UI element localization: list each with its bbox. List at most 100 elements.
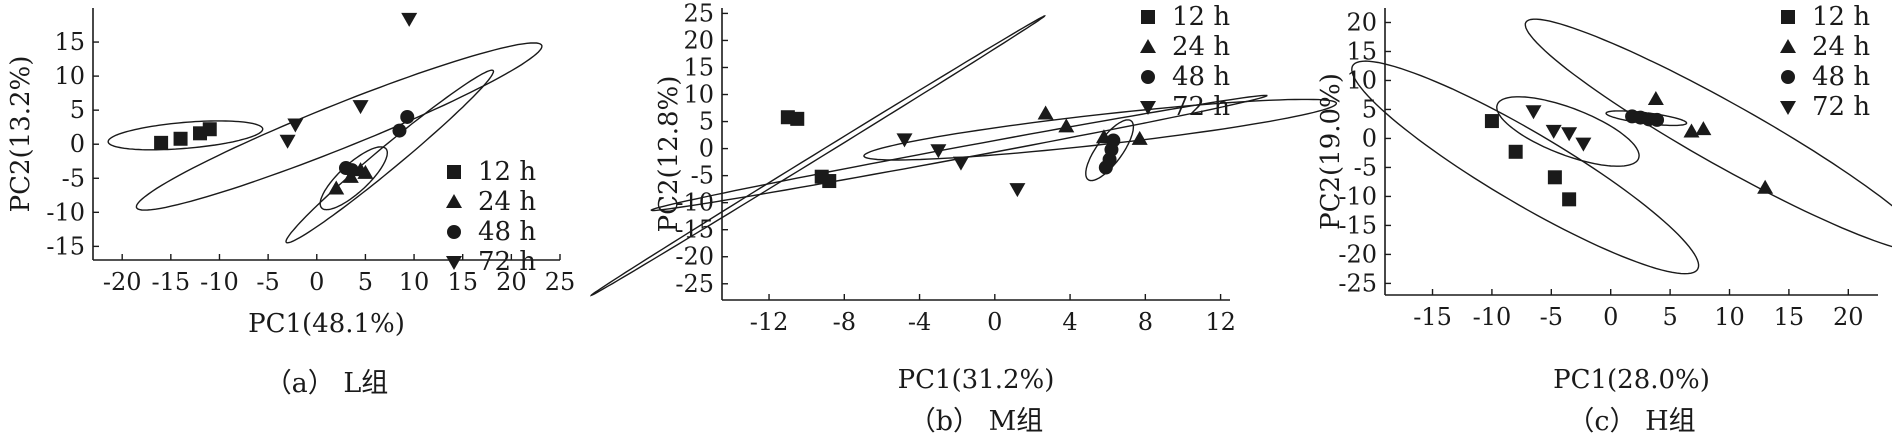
y-tick-label-5: 5 xyxy=(1362,95,1377,123)
x-tick-label-neg5: -5 xyxy=(256,268,279,296)
x-tick-label-neg20: -20 xyxy=(103,268,142,296)
point-48h-4 xyxy=(400,109,415,124)
point-72h-1 xyxy=(896,133,913,148)
point-12h-3 xyxy=(1547,170,1562,185)
x-tick-label-0: 0 xyxy=(1603,303,1618,331)
point-24h-1 xyxy=(1647,91,1664,106)
point-48h-3 xyxy=(392,123,407,138)
panel-m-group: -12 -8 -4 0 4 8 12-25-20-15-10-50510152025PC1(… xyxy=(589,0,1338,434)
point-72h-1 xyxy=(279,134,296,149)
x-tick-label-20: 20 xyxy=(496,268,527,296)
point-12h-2 xyxy=(173,131,188,146)
x-tick-label-neg10: -10 xyxy=(200,268,239,296)
y-tick-label-15: 15 xyxy=(683,53,714,81)
x-axis-label: PC1(31.2%) xyxy=(898,365,1055,395)
y-tick-label-5: 5 xyxy=(70,96,85,124)
legend-marker-24h xyxy=(1780,39,1796,53)
confidence-ellipse-1 xyxy=(1351,60,1700,275)
panel-caption: （c） H组 xyxy=(1567,406,1695,434)
point-48h-4 xyxy=(1106,133,1121,148)
x-tick-label-5: 5 xyxy=(1662,303,1677,331)
point-72h-4 xyxy=(1009,183,1026,198)
x-tick-label-25: 25 xyxy=(545,268,576,296)
y-tick-label-neg20: -20 xyxy=(1338,240,1377,268)
point-24h-2 xyxy=(1058,118,1075,133)
legend-label-12h: 12 h xyxy=(1172,2,1230,32)
y-tick-label-20: 20 xyxy=(683,26,714,54)
point-72h-4 xyxy=(1575,137,1592,152)
legend-label-72h: 72 h xyxy=(478,247,536,277)
point-12h-4 xyxy=(822,174,837,189)
y-tick-label-neg5: -5 xyxy=(1354,153,1377,181)
legend-label-48h: 48 h xyxy=(1172,62,1230,92)
legend-marker-12h xyxy=(447,165,461,179)
y-tick-label-neg10: -10 xyxy=(46,198,85,226)
legend-label-24h: 24 h xyxy=(1812,32,1870,62)
confidence-ellipse-4 xyxy=(319,146,388,211)
x-tick-label-10: 10 xyxy=(399,268,430,296)
point-24h-4 xyxy=(1131,130,1148,145)
panel-l-group: -20 -15 -10 -5 0 5 10 15 20 25 -15 -10 -5 0 5 10 15 PC1(4… xyxy=(6,8,575,399)
x-tick-label-neg5: -5 xyxy=(1540,303,1563,331)
point-24h-4 xyxy=(1757,179,1774,194)
y-tick-label-0: 0 xyxy=(70,130,85,158)
y-tick-label-0: 0 xyxy=(699,135,714,163)
x-tick-label-5: 5 xyxy=(358,268,373,296)
point-24h-2 xyxy=(1683,123,1700,138)
confidence-ellipse-3 xyxy=(285,69,495,244)
point-12h-4 xyxy=(1562,192,1577,207)
legend-marker-12h xyxy=(1141,10,1155,24)
point-72h-3 xyxy=(952,156,969,171)
confidence-ellipse-3 xyxy=(1605,110,1688,127)
x-tick-label-neg10: -10 xyxy=(1473,303,1512,331)
x-tick-label-neg15: -15 xyxy=(1413,303,1452,331)
y-tick-label-25: 25 xyxy=(683,0,714,27)
point-12h-4 xyxy=(202,122,217,137)
legend-marker-24h xyxy=(446,194,462,208)
legend-label-48h: 48 h xyxy=(478,217,536,247)
legend-marker-48h xyxy=(1781,70,1795,84)
y-tick-label-20: 20 xyxy=(1346,8,1377,36)
point-24h-1 xyxy=(1037,105,1054,120)
point-72h-1 xyxy=(1525,105,1542,120)
legend-label-12h: 12 h xyxy=(1812,2,1870,32)
legend-marker-12h xyxy=(1781,10,1795,24)
x-tick-label-12: 12 xyxy=(1205,308,1236,336)
x-tick-label-0: 0 xyxy=(309,268,324,296)
confidence-ellipse-2 xyxy=(135,42,543,211)
legend-marker-24h xyxy=(1140,39,1156,53)
y-axis-label: PC2(19.0%) xyxy=(1316,73,1346,230)
x-tick-label-neg15: -15 xyxy=(152,268,191,296)
x-axis-label: PC1(28.0%) xyxy=(1553,365,1710,395)
point-24h-3 xyxy=(1695,121,1712,136)
x-tick-label-15: 15 xyxy=(447,268,478,296)
y-tick-label-10: 10 xyxy=(1346,66,1377,94)
y-tick-label-neg10: -10 xyxy=(1338,182,1377,210)
point-12h-2 xyxy=(1508,144,1523,159)
point-12h-1 xyxy=(154,135,169,150)
point-72h-3 xyxy=(1561,127,1578,142)
legend-marker-48h xyxy=(447,225,461,239)
y-tick-label-neg15: -15 xyxy=(46,232,85,260)
point-12h-1 xyxy=(1484,114,1499,129)
point-72h-2 xyxy=(287,118,304,133)
x-tick-label-0: 0 xyxy=(987,308,1002,336)
y-tick-label-10: 10 xyxy=(54,62,85,90)
confidence-ellipse-1 xyxy=(589,15,1046,297)
y-tick-label-neg5: -5 xyxy=(62,164,85,192)
point-72h-4 xyxy=(401,12,418,27)
y-tick-label-15: 15 xyxy=(54,28,85,56)
panel-caption: （a） L组 xyxy=(265,368,389,399)
legend-label-12h: 12 h xyxy=(478,157,536,187)
y-axis-label: PC2(12.8%) xyxy=(654,76,684,233)
confidence-ellipse-3 xyxy=(863,98,1338,161)
confidence-ellipse-2 xyxy=(1496,96,1640,167)
y-tick-label-neg25: -25 xyxy=(1338,269,1377,297)
y-axis-label: PC2(13.2%) xyxy=(6,56,36,213)
x-tick-label-10: 10 xyxy=(1714,303,1745,331)
legend-label-24h: 24 h xyxy=(1172,32,1230,62)
legend-marker-72h xyxy=(446,256,462,270)
x-tick-label-neg4: -4 xyxy=(908,308,931,336)
point-72h-3 xyxy=(352,100,369,115)
legend-marker-72h xyxy=(1140,101,1156,115)
